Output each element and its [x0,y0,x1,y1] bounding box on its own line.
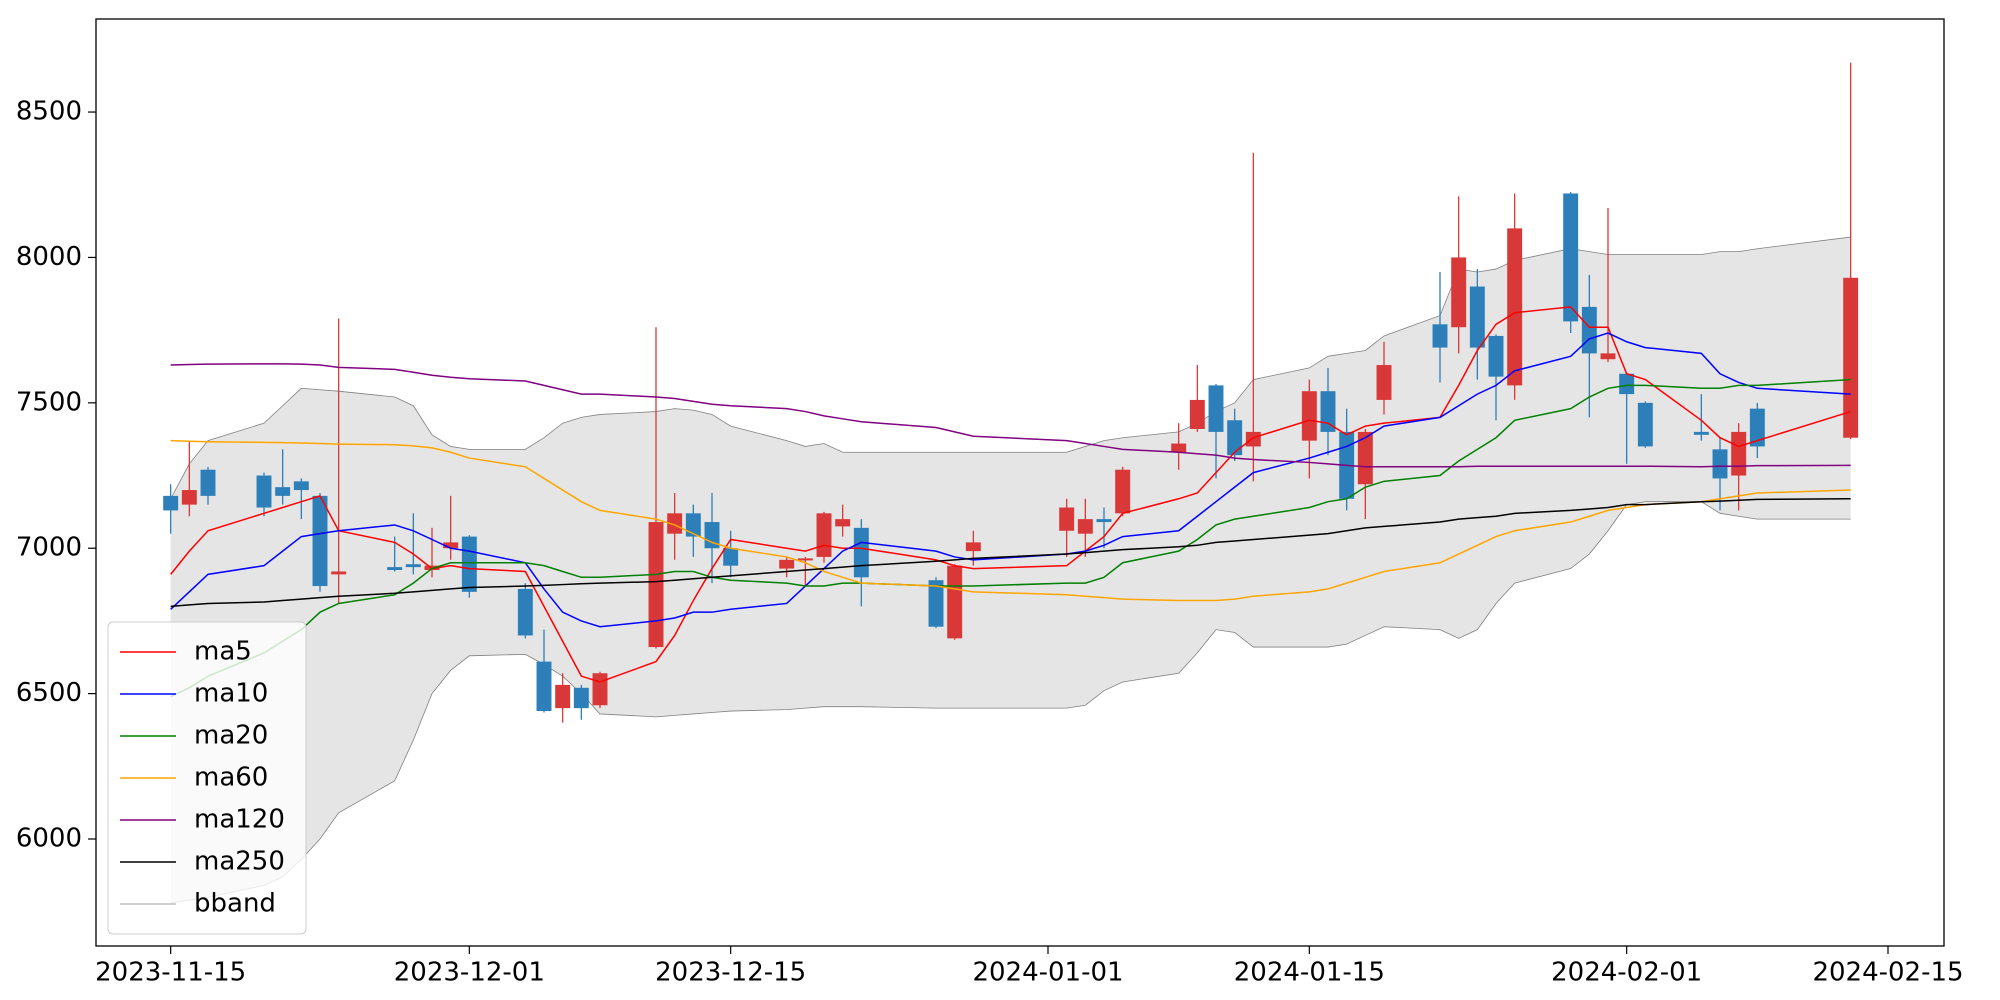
legend-label: ma60 [194,763,268,793]
y-tick-label: 8500 [16,97,82,127]
candle-body [312,495,328,587]
candle-body [1208,385,1224,432]
candle-body [1171,443,1187,453]
candle-body [816,513,832,557]
candle-body [1115,469,1131,514]
candle-body [443,542,459,549]
candle-body [573,687,589,709]
candle-body [1432,324,1448,348]
candle-body [1301,391,1317,441]
candle-body [555,684,571,709]
band-area [170,237,1851,903]
ma-line [170,498,1851,608]
candle-body [779,559,795,569]
candle-body [1451,257,1467,328]
candle-body [293,481,309,491]
y-tick-label: 7500 [16,387,82,417]
candle-body [723,548,739,566]
band-edge [170,501,1851,904]
candle-body [181,490,197,505]
candle-body [1357,431,1373,485]
candle-body [1488,335,1504,377]
x-tick-label: 2023-12-15 [655,958,806,988]
y-tick-label: 6500 [16,678,82,708]
plot-frame [95,18,1945,947]
candle-body [461,536,477,592]
candle-body [1712,449,1728,479]
candle-body [1563,193,1579,322]
candle-body [928,580,944,627]
candle-body [536,661,552,712]
x-tick-label: 2024-01-01 [972,958,1123,988]
candle-body [256,475,272,508]
candle-body [1619,373,1635,395]
candle-body [947,565,963,639]
candle-body [1245,431,1261,447]
ma-line [170,378,1851,698]
candle-body [1059,507,1075,531]
legend-label: ma120 [194,805,285,835]
y-tick-label: 8000 [16,242,82,272]
legend-box [107,621,307,935]
candle-body [1320,391,1336,432]
candle-body [163,495,179,511]
candle-body [1581,306,1597,354]
candle-body [331,571,347,575]
legend-label: ma5 [194,637,252,667]
candle-body [1637,402,1653,447]
x-tick-label: 2023-11-15 [95,958,246,988]
candle-body [1227,420,1243,456]
x-tick-label: 2024-02-15 [1812,958,1963,988]
legend-label: ma20 [194,721,268,751]
candle-body [1077,519,1093,534]
candle-body [200,469,216,496]
candle-body [1189,399,1205,429]
y-tick-label: 7000 [16,533,82,563]
candle-body [1469,286,1485,348]
candle-body [1376,365,1392,400]
legend-label: ma250 [194,847,285,877]
x-tick-label: 2023-12-01 [394,958,545,988]
candle-body [835,519,851,527]
candle-body [965,542,981,552]
band-edge [170,236,1851,499]
candle-body [517,588,533,636]
candle-body [1600,353,1616,360]
candle-body [853,527,869,578]
candle-body [1693,431,1709,435]
candle-body [405,564,421,568]
candle-body [275,487,291,496]
candle-body [1731,431,1747,476]
candle-body [648,522,664,648]
candle-body [797,558,813,561]
candle-body [387,567,403,571]
candle-body [1749,408,1765,447]
candle-body [592,673,608,706]
ma-line [170,439,1851,602]
x-tick-label: 2024-02-01 [1551,958,1702,988]
candle-body [704,522,720,549]
candle-body [1843,277,1859,438]
candle-body [1507,228,1523,386]
y-tick-label: 6000 [16,823,82,853]
candle-body [1096,519,1112,523]
candle-body [685,513,701,537]
legend-label: ma10 [194,679,268,709]
ma-line [170,306,1851,683]
ma-line [170,363,1851,468]
legend-label: bband [194,889,276,919]
x-tick-label: 2024-01-15 [1234,958,1385,988]
candle-body [667,513,683,534]
